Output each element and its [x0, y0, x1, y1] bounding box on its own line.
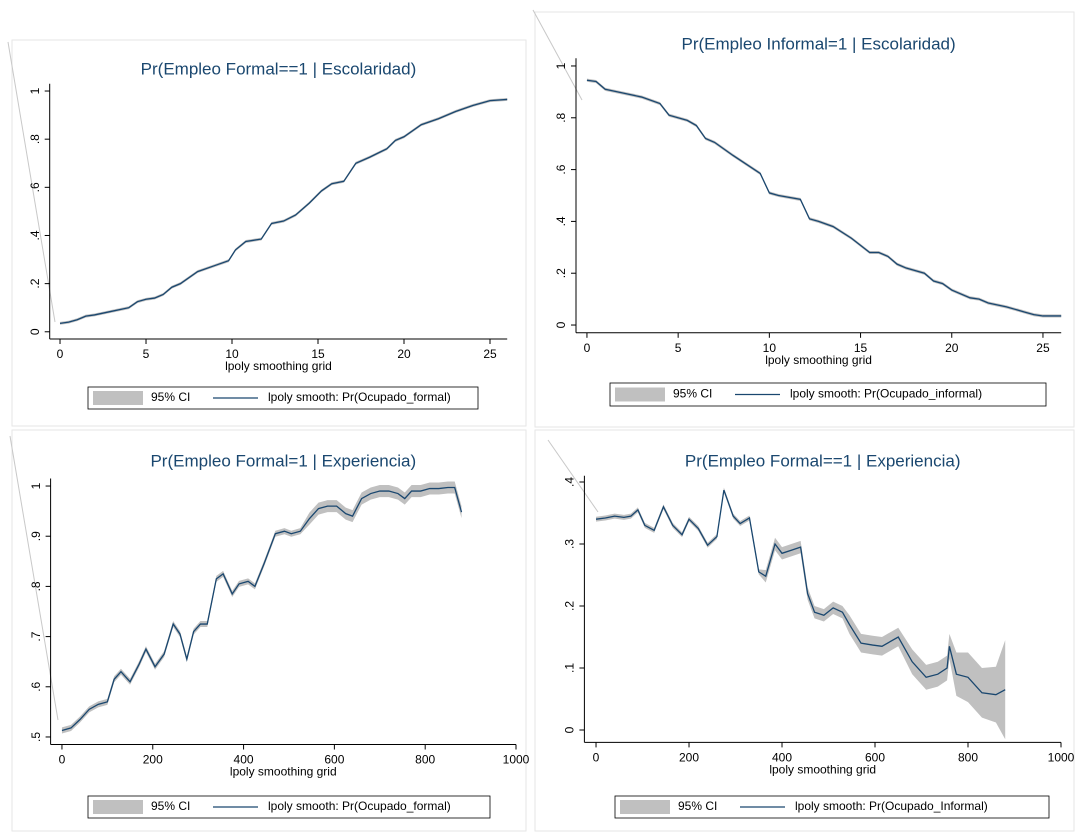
panel-frame	[11, 39, 527, 427]
panel-frame	[534, 11, 1075, 428]
smooth-line	[595, 489, 1006, 696]
x-tick-label: 25	[483, 347, 497, 361]
x-tick-label: 600	[324, 753, 344, 767]
y-tick-label: .3	[563, 539, 577, 549]
legend-label: 95% CI	[678, 799, 717, 813]
smooth-line	[61, 486, 463, 732]
x-tick-label: 800	[958, 751, 978, 765]
legend-label: lpoly smooth: Pr(Ocupado_informal)	[790, 387, 982, 401]
x-tick-label: 1000	[503, 753, 530, 767]
x-axis-label: lpoly smoothing grid	[765, 353, 872, 367]
legend-label: 95% CI	[673, 387, 712, 401]
legend-label: lpoly smooth: Pr(Ocupado_Informal)	[795, 799, 988, 813]
legend-box	[87, 386, 479, 410]
legend-swatch	[615, 387, 665, 402]
x-axis-label: lpoly smoothing grid	[230, 765, 337, 779]
x-tick-label: 0	[59, 753, 66, 767]
legend-box	[87, 795, 491, 819]
y-tick-label: 0	[554, 321, 568, 328]
chart-title: Pr(Empleo Informal=1 | Escolaridad)	[682, 34, 956, 53]
legend-swatch	[93, 391, 143, 405]
decor-line	[9, 435, 59, 721]
legend-label: 95% CI	[151, 799, 190, 813]
x-tick-label: 400	[772, 751, 792, 765]
decor-line	[547, 439, 599, 513]
legend-label: lpoly smooth: Pr(Ocupado_formal)	[268, 799, 451, 813]
chart-title: Pr(Empleo Formal==1 | Experiencia)	[685, 451, 961, 470]
x-tick-label: 5	[675, 341, 682, 355]
y-tick-label: .7	[29, 631, 43, 641]
chart-title: Pr(Empleo Formal==1 | Escolaridad)	[141, 59, 417, 78]
x-axis-label: lpoly smoothing grid	[225, 359, 332, 373]
y-tick-label: 0	[28, 328, 42, 335]
x-tick-label: 20	[397, 347, 411, 361]
y-tick-label: .8	[554, 112, 568, 122]
y-tick-label: .8	[29, 581, 43, 591]
x-tick-label: 15	[311, 347, 325, 361]
y-tick-label: .4	[28, 230, 42, 240]
legend-swatch	[620, 800, 670, 814]
panel-frame	[11, 429, 527, 832]
y-tick-label: 0	[563, 726, 577, 733]
x-tick-label: 600	[865, 751, 885, 765]
y-tick-label: 1	[554, 62, 568, 69]
x-tick-label: 25	[1036, 341, 1050, 355]
y-tick-label: .2	[554, 268, 568, 278]
x-tick-label: 0	[57, 347, 64, 361]
y-tick-label: .6	[554, 164, 568, 174]
x-tick-label: 200	[679, 751, 699, 765]
x-tick-label: 0	[593, 751, 600, 765]
legend-box	[609, 382, 1047, 407]
y-tick-label: .8	[28, 134, 42, 144]
panel-frame	[534, 429, 1075, 832]
decor-line	[532, 9, 583, 101]
y-tick-label: .2	[563, 601, 577, 611]
y-tick-label: .6	[28, 182, 42, 192]
ci-band	[596, 487, 1006, 740]
y-tick-label: .5	[29, 732, 43, 742]
y-tick-label: .1	[563, 663, 577, 673]
x-tick-label: 400	[234, 753, 254, 767]
x-tick-label: 800	[415, 753, 435, 767]
y-tick-label: .9	[29, 531, 43, 541]
y-tick-label: .2	[28, 278, 42, 288]
chart-title: Pr(Empleo Formal=1 | Experiencia)	[150, 451, 416, 470]
x-tick-label: 10	[763, 341, 777, 355]
x-axis-label: lpoly smoothing grid	[769, 763, 876, 777]
x-tick-label: 5	[143, 347, 150, 361]
smooth-line	[586, 79, 1062, 317]
x-tick-label: 20	[945, 341, 959, 355]
y-tick-label: 1	[28, 87, 42, 94]
decor-line	[7, 41, 56, 323]
x-tick-label: 15	[854, 341, 868, 355]
x-tick-label: 0	[584, 341, 591, 355]
x-tick-label: 200	[143, 753, 163, 767]
legend-label: lpoly smooth: Pr(Ocupado_formal)	[268, 390, 451, 404]
x-tick-label: 1000	[1048, 751, 1075, 765]
smooth-line	[59, 98, 508, 324]
y-tick-label: .6	[29, 681, 43, 691]
y-tick-label: .4	[554, 216, 568, 226]
y-tick-label: 1	[29, 482, 43, 489]
y-tick-label: .4	[563, 477, 577, 487]
legend-box	[614, 795, 1050, 819]
legend-swatch	[93, 800, 143, 814]
x-tick-label: 10	[225, 347, 239, 361]
legend-label: 95% CI	[151, 390, 190, 404]
